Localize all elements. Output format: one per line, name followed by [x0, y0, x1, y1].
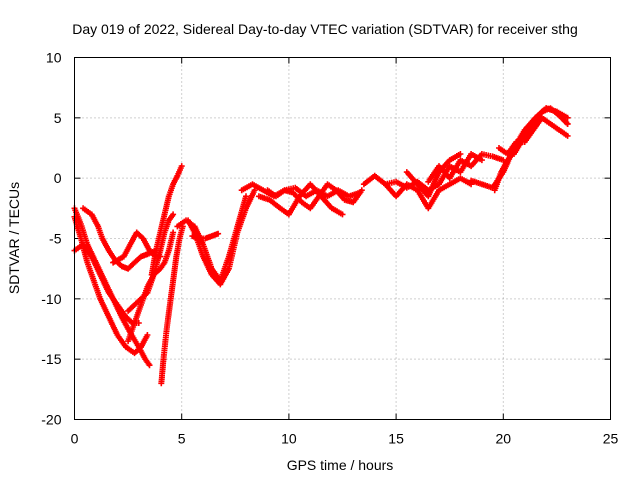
series-arc-9	[158, 223, 186, 387]
x-tick-label: 10	[281, 431, 297, 447]
plot-frame	[74, 57, 611, 420]
x-axis-label: GPS time / hours	[287, 457, 394, 473]
series-arc-15	[264, 181, 365, 212]
y-tick-label: 0	[54, 170, 62, 186]
y-tick-label: -15	[41, 351, 61, 367]
y-tick-label: 10	[46, 50, 62, 66]
series-points	[511, 105, 571, 157]
y-axis-label: SDTVAR / TECUs	[6, 182, 22, 294]
series-arc-23	[511, 105, 571, 157]
series-arc-17	[382, 175, 475, 212]
x-tick-label: 20	[496, 431, 512, 447]
x-tick-label: 15	[388, 431, 404, 447]
y-tick-label: 5	[54, 110, 62, 126]
y-tick-label: -10	[41, 291, 61, 307]
y-tick-label: -20	[41, 412, 61, 428]
series-points	[264, 181, 365, 212]
x-tick-label: 25	[603, 431, 619, 447]
series-points	[382, 175, 475, 212]
x-tick-label: 5	[178, 431, 186, 447]
series-arc-12	[189, 230, 222, 242]
y-tick-labels: -20 -15 -10 -5 0 5 10	[41, 50, 61, 428]
y-tick-label: -5	[49, 231, 62, 247]
series-points	[403, 151, 464, 200]
data-points	[71, 105, 571, 387]
series-points	[158, 223, 186, 387]
series-arc-18	[403, 151, 464, 200]
series-points	[425, 151, 507, 185]
series-arc-8	[148, 163, 185, 278]
x-tick-labels: 0 5 10 15 20 25	[71, 431, 619, 447]
series-arc-19	[425, 151, 507, 185]
x-tick-label: 0	[71, 431, 79, 447]
series-points	[148, 163, 185, 278]
series-points	[189, 230, 222, 242]
grid	[74, 57, 611, 420]
chart-title: Day 019 of 2022, Sidereal Day-to-day VTE…	[72, 21, 578, 37]
